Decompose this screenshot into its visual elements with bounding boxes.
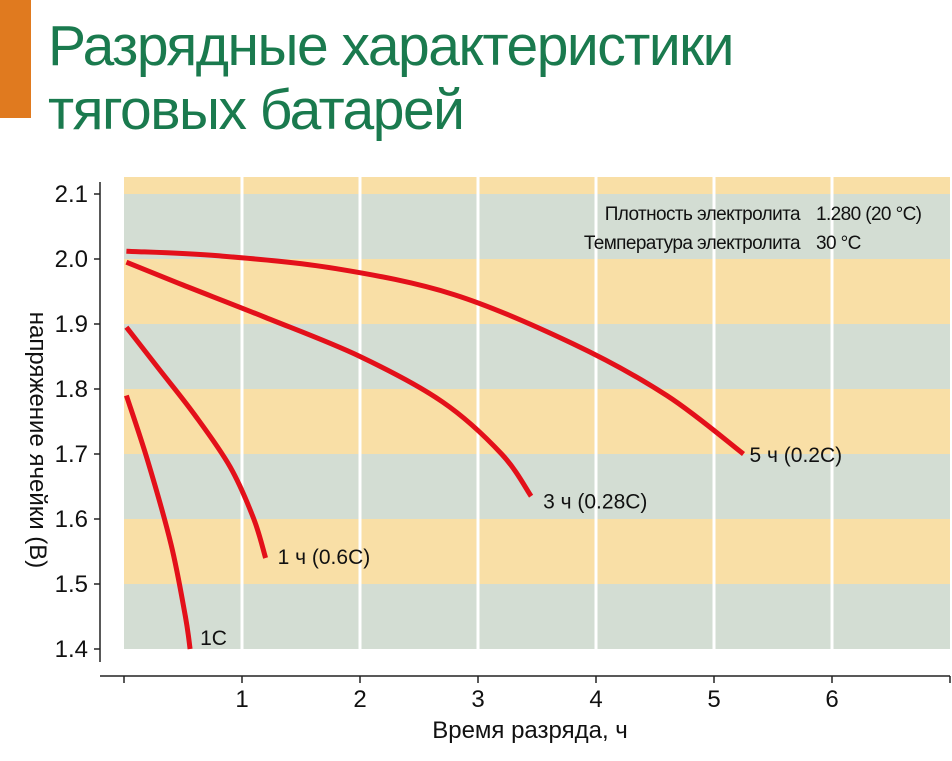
band bbox=[124, 389, 950, 454]
y-tick-label: 2.0 bbox=[55, 246, 88, 273]
band bbox=[124, 584, 950, 649]
x-ticks: 1 2 3 4 5 6 bbox=[123, 676, 951, 713]
curve-label-4: 5 ч (0.2C) bbox=[750, 444, 843, 467]
title-line-1: Разрядные характеристики bbox=[48, 14, 734, 78]
info-value: 30 °C bbox=[816, 233, 861, 254]
title-line-2: тяговых батарей bbox=[48, 78, 465, 142]
curve-3 bbox=[125, 259, 534, 498]
band bbox=[124, 177, 950, 194]
curve-label-2: 1 ч (0.6C) bbox=[278, 546, 371, 569]
y-tick-label: 1.8 bbox=[55, 376, 88, 403]
y-ticks: 2.1 2.0 1.9 1.8 1.7 1.6 1.5 1.4 bbox=[55, 181, 100, 663]
y-tick-label: 2.1 bbox=[55, 181, 88, 208]
x-tick-label: 2 bbox=[353, 686, 366, 713]
y-tick-label: 1.4 bbox=[55, 636, 88, 663]
curve-label-1: 1C bbox=[200, 627, 227, 650]
y-tick-label: 1.6 bbox=[55, 506, 88, 533]
curve-4 bbox=[126, 248, 746, 456]
band bbox=[124, 454, 950, 519]
x-tick-label: 1 bbox=[235, 686, 248, 713]
y-tick-label: 1.7 bbox=[55, 441, 88, 468]
curve-label-3: 3 ч (0.28C) bbox=[543, 490, 647, 513]
y-tick-label: 1.5 bbox=[55, 571, 88, 598]
electrolyte-info: Плотность электролита 1.280 (20 °C) Темпер… bbox=[584, 204, 922, 254]
curve-labels: 1C 1 ч (0.6C) 3 ч (0.28C) 5 ч (0.2C) bbox=[200, 444, 842, 650]
band bbox=[124, 324, 950, 389]
x-tick-label: 4 bbox=[589, 686, 602, 713]
y-axis-title: напряжение ячейки (В) bbox=[24, 312, 51, 569]
x-tick-label: 5 bbox=[707, 686, 720, 713]
x-tick-label: 3 bbox=[471, 686, 484, 713]
band bbox=[124, 194, 950, 259]
y-tick-label: 1.9 bbox=[55, 311, 88, 338]
page-title: Разрядные характеристики тяговых батарей bbox=[48, 14, 734, 142]
x-axis-title: Время разряда, ч bbox=[432, 717, 628, 744]
orange-accent-bar bbox=[0, 0, 31, 118]
vertical-gridlines bbox=[240, 177, 834, 649]
curve-2 bbox=[124, 325, 268, 559]
curve-1 bbox=[124, 394, 193, 650]
band bbox=[124, 519, 950, 584]
background-bands bbox=[124, 177, 950, 649]
band bbox=[124, 259, 950, 324]
x-tick-label: 6 bbox=[825, 686, 838, 713]
info-label: Температура электролита bbox=[584, 233, 801, 254]
discharge-curves bbox=[124, 248, 746, 650]
info-value: 1.280 (20 °C) bbox=[816, 204, 922, 225]
info-label: Плотность электролита bbox=[605, 204, 801, 225]
